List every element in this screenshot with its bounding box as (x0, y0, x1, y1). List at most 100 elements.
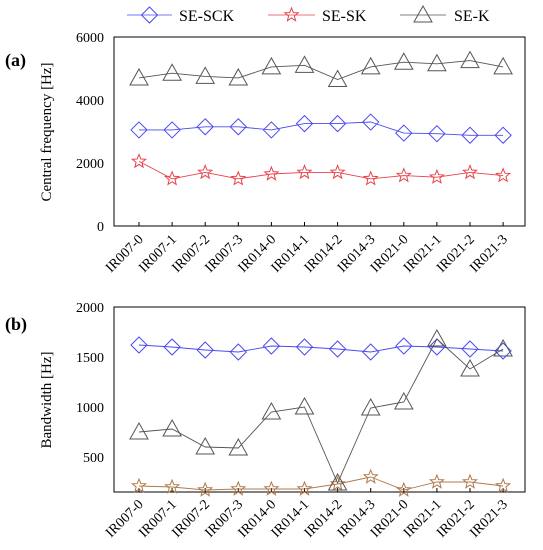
data-point-se-k (129, 67, 149, 86)
panel-b-series (129, 328, 513, 497)
panel-a-y-ticks: 0 2000 4000 6000 (76, 31, 104, 235)
data-point-se-k (427, 328, 447, 347)
panel-b-ylabel: Bandwidth [Hz] (39, 351, 55, 448)
data-point-se-sck (361, 343, 380, 361)
y-tick-label: 2000 (76, 157, 104, 172)
data-point-se-k (427, 53, 447, 72)
data-point-se-k (228, 437, 249, 456)
data-point-se-k (393, 391, 414, 410)
data-point-se-sck (130, 121, 148, 139)
data-point-se-sk (428, 473, 445, 489)
y-tick-label: 0 (97, 220, 104, 235)
data-point-se-sk (461, 164, 479, 180)
data-point-se-k (360, 397, 381, 416)
data-point-se-k (360, 56, 381, 75)
legend-marker-se-sck (140, 6, 159, 24)
panel-a-label: (a) (5, 50, 26, 71)
data-point-se-sk (395, 167, 412, 183)
data-point-se-k (261, 401, 282, 420)
panel-a-plot-frame (113, 36, 526, 227)
y-tick-label: 1500 (76, 351, 104, 366)
data-point-se-k (162, 63, 182, 81)
data-point-se-sck (163, 121, 181, 139)
series-line-se-k (138, 338, 504, 485)
panel-a: (a) Central frequency [Hz] 0 2000 4000 6… (5, 31, 526, 276)
data-point-se-k (460, 358, 480, 377)
y-tick-label: 4000 (76, 94, 104, 109)
data-point-se-k (261, 56, 282, 75)
data-point-se-sck (395, 337, 413, 355)
x-tick-label: IR021-3 (467, 232, 511, 276)
data-point-se-sk (263, 480, 280, 496)
data-point-se-k (327, 472, 348, 491)
data-point-se-k (162, 418, 182, 437)
data-point-se-sk (164, 170, 181, 186)
y-tick-label: 500 (83, 451, 104, 466)
panel-a-ylabel: Central frequency [Hz] (39, 62, 55, 201)
data-point-se-k (460, 50, 480, 69)
legend-item-se-sk: SE-SK (268, 6, 367, 25)
data-point-se-sck (494, 126, 512, 144)
legend-label-se-sk: SE-SK (322, 8, 367, 25)
legend: SE-SCK SE-SK SE-K (127, 4, 490, 25)
panel-b-x-tick-labels: IR007-0IR007-1IR007-2IR007-3IR014-0IR014… (103, 488, 511, 541)
series-line-se-sck (139, 121, 504, 136)
data-point-se-sk (130, 477, 148, 493)
data-point-se-sck (461, 126, 479, 144)
data-point-se-sck (229, 343, 248, 361)
data-point-se-sck (295, 338, 314, 356)
legend-item-se-k: SE-K (400, 4, 490, 25)
data-point-se-sck (395, 124, 413, 142)
data-point-se-sck (428, 124, 446, 143)
data-point-se-k (228, 67, 249, 86)
data-point-se-sk (197, 164, 214, 180)
data-point-se-sk (296, 164, 313, 180)
data-point-se-sk (230, 480, 247, 496)
data-point-se-sk (428, 168, 445, 184)
x-tick-label: IR021-3 (467, 497, 511, 541)
data-point-se-k (294, 55, 315, 73)
y-tick-label: 2000 (76, 301, 104, 316)
data-point-se-k (195, 66, 216, 84)
data-point-se-sk (495, 167, 512, 183)
data-point-se-sck (262, 121, 281, 139)
data-point-se-k (327, 69, 348, 88)
data-point-se-sck (262, 337, 281, 355)
data-point-se-sk (296, 480, 313, 496)
legend-item-se-sck: SE-SCK (127, 6, 235, 25)
data-point-se-sck (130, 336, 148, 354)
series-line-se-sk (138, 161, 504, 180)
data-point-se-k (393, 52, 414, 70)
data-point-se-sk (263, 165, 280, 181)
data-point-se-sck (295, 114, 314, 133)
y-tick-label: 1000 (76, 401, 104, 416)
data-point-se-sck (461, 340, 479, 358)
data-point-se-k (195, 436, 216, 455)
panel-b-y-ticks: 500 1000 1500 2000 (76, 301, 104, 466)
data-point-se-k (129, 421, 149, 440)
data-point-se-sck (163, 338, 181, 356)
data-point-se-sk (395, 481, 412, 497)
data-point-se-sk (362, 170, 379, 186)
series-line-se-sck (138, 344, 504, 353)
legend-label-se-k: SE-K (454, 8, 490, 25)
panel-b: (b) Bandwidth [Hz] 500 1000 1500 2000 IR… (5, 301, 526, 541)
data-point-se-sk (495, 477, 512, 493)
data-point-se-sck (328, 340, 347, 358)
data-point-se-sk (362, 468, 379, 484)
data-point-se-sk (197, 481, 214, 497)
data-point-se-sk (230, 170, 247, 186)
legend-marker-se-k (413, 4, 433, 23)
data-point-se-k (493, 338, 513, 357)
data-point-se-sk (329, 475, 346, 491)
panel-a-series (129, 50, 513, 186)
data-point-se-k (294, 396, 315, 415)
data-point-se-sck (361, 113, 380, 131)
panel-b-label: (b) (5, 314, 27, 335)
data-point-se-sck (494, 342, 512, 360)
data-point-se-sk (329, 164, 346, 180)
legend-marker-se-sk (283, 6, 300, 22)
data-point-se-sck (229, 118, 248, 136)
data-point-se-sck (196, 341, 214, 359)
